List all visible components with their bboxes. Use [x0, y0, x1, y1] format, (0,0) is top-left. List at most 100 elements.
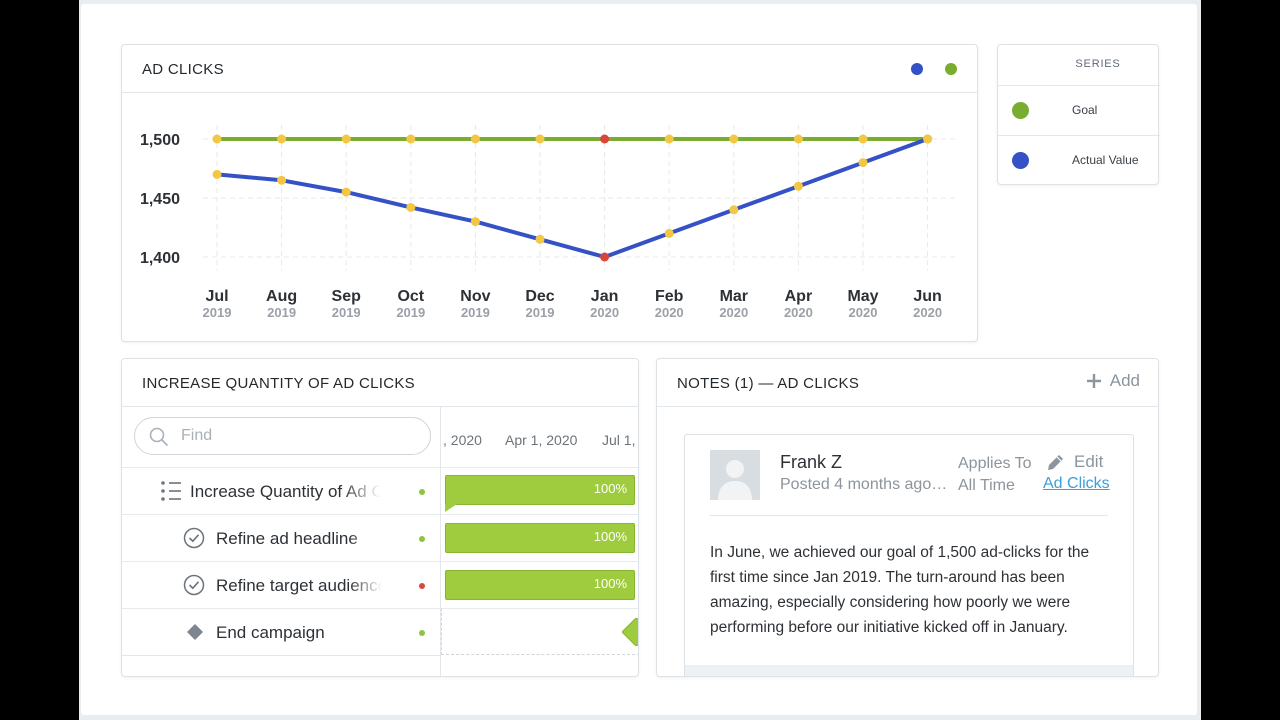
applies-to-value: All Time — [958, 477, 1015, 494]
milestone-marker[interactable] — [622, 618, 639, 646]
data-point-actual-value — [212, 169, 222, 179]
dashboard-page: AD CLICKS 1,500 1,450 1,400 Jul 2019 Aug 2019 S… — [81, 4, 1197, 715]
edit-note-button[interactable]: Edit — [1047, 452, 1103, 472]
bar-progress-label: 100% — [593, 529, 627, 544]
data-point-goal — [729, 134, 739, 144]
data-point-goal — [664, 134, 674, 144]
note-body-text: In June, we achieved our goal of 1,500 a… — [710, 544, 1090, 636]
data-point-actual-value — [793, 181, 803, 191]
series-item-actual-value[interactable]: Actual Value — [998, 135, 1160, 185]
task-progress-bar[interactable]: 100% — [445, 523, 635, 553]
check-circle-icon[interactable] — [183, 527, 205, 549]
x-tick-label: Feb — [655, 288, 684, 305]
metric-link[interactable]: Ad Clicks — [1043, 475, 1110, 492]
timeline-date-3: Jul 1, — [602, 432, 636, 448]
edit-label: Edit — [1074, 452, 1104, 471]
search-icon — [149, 427, 168, 446]
task-status-dot — [419, 583, 425, 589]
task-row-refine-audience[interactable]: Refine target audience — [122, 561, 440, 608]
series-goal-label: Goal — [1072, 103, 1098, 117]
data-point-actual-value — [406, 202, 416, 212]
x-tick-label: Jul — [205, 288, 228, 305]
series-actual-label: Actual Value — [1072, 153, 1139, 167]
task-name: Refine ad headline — [216, 529, 358, 548]
x-tick-year: 2020 — [849, 305, 878, 320]
note-item: Frank Z Posted 4 months ago… Applies To … — [684, 434, 1134, 676]
x-tick-label: Sep — [332, 288, 362, 305]
line-chart: 1,5001,4501,400Jul2019Aug2019Sep2019Oct2… — [140, 125, 958, 320]
task-row-end-campaign[interactable]: End campaign — [122, 608, 440, 655]
milestone-diamond-icon — [187, 624, 203, 640]
x-tick-year: 2020 — [784, 305, 813, 320]
applies-to-label: Applies To — [958, 455, 1032, 472]
notes-title: NOTES (1) — AD CLICKS — [677, 375, 860, 392]
gantt-title: INCREASE QUANTITY OF AD CLICKS — [142, 375, 415, 392]
x-tick-label: Mar — [720, 288, 748, 305]
legend-dot-actual[interactable] — [911, 63, 923, 75]
timeline-row — [441, 608, 639, 655]
chart-header-divider — [122, 92, 977, 93]
summary-progress-bar[interactable]: 100% — [445, 475, 635, 505]
x-tick-year: 2020 — [655, 305, 684, 320]
app-frame: AD CLICKS 1,500 1,450 1,400 Jul 2019 Aug 2019 S… — [79, 0, 1201, 720]
y-tick-label: 1,400 — [140, 250, 180, 267]
data-point-actual-value — [664, 228, 674, 238]
x-tick-year: 2019 — [396, 305, 425, 320]
data-point-goal — [535, 134, 545, 144]
data-point-actual-value — [600, 252, 610, 262]
find-input[interactable] — [181, 426, 421, 446]
data-point-goal — [277, 134, 287, 144]
note-footer — [685, 665, 1133, 676]
data-point-goal — [600, 134, 610, 144]
note-posted-time: Posted 4 months ago… — [780, 476, 948, 493]
x-tick-year: 2019 — [267, 305, 296, 320]
task-name: Increase Quantity of Ad Clicks — [190, 482, 380, 501]
timeline-row: 100% — [441, 561, 638, 608]
chart-title: AD CLICKS — [142, 61, 224, 78]
series-legend-card: SERIES Goal Actual Value — [997, 44, 1160, 185]
add-note-button[interactable]: Add — [1086, 371, 1140, 391]
gantt-header-divider — [122, 406, 638, 407]
task-status-dot — [419, 489, 425, 495]
data-point-actual-value — [923, 134, 933, 144]
timeline-row: 100% — [441, 514, 638, 561]
timeline-date-1: , 2020 — [443, 432, 482, 448]
task-progress-bar[interactable]: 100% — [445, 570, 635, 600]
x-tick-year: 2020 — [590, 305, 619, 320]
note-author: Frank Z — [780, 452, 843, 472]
user-placeholder-icon — [710, 450, 760, 500]
data-point-actual-value — [470, 217, 480, 227]
bar-progress-label: 100% — [593, 481, 627, 496]
timeline-row: 100% — [441, 467, 638, 514]
task-list-icon — [161, 481, 181, 501]
ad-clicks-chart-card: AD CLICKS 1,500 1,450 1,400 Jul 2019 Aug 2019 S… — [121, 44, 978, 342]
x-tick-year: 2019 — [526, 305, 555, 320]
find-search-box[interactable] — [134, 417, 431, 455]
series-line-actual-value — [216, 137, 929, 259]
x-tick-label: May — [847, 288, 878, 305]
add-note-label: Add — [1109, 371, 1140, 390]
task-row-increase-quantity[interactable]: Increase Quantity of Ad Clicks — [122, 467, 440, 514]
data-point-goal — [212, 134, 222, 144]
check-circle-icon[interactable] — [183, 574, 205, 596]
data-point-goal — [406, 134, 416, 144]
x-tick-label: Apr — [785, 288, 813, 305]
note-divider — [710, 515, 1108, 516]
series-item-goal[interactable]: Goal — [998, 85, 1160, 135]
y-tick-label: 1,450 — [140, 191, 180, 208]
x-tick-year: 2020 — [913, 305, 942, 320]
summary-bar-notch — [445, 504, 457, 512]
x-tick-label: Aug — [266, 288, 297, 305]
pencil-icon — [1048, 454, 1063, 470]
task-status-dot — [419, 630, 425, 636]
task-name: End campaign — [216, 623, 325, 642]
data-point-actual-value — [277, 175, 287, 185]
notes-card: NOTES (1) — AD CLICKS Add Frank Z — [656, 358, 1159, 677]
legend-dot-goal[interactable] — [945, 63, 957, 75]
series-goal-dot — [1012, 102, 1029, 119]
data-point-goal — [470, 134, 480, 144]
task-row-refine-headline[interactable]: Refine ad headline — [122, 514, 440, 561]
x-tick-label: Jan — [591, 288, 619, 305]
data-point-goal — [341, 134, 351, 144]
notes-header-divider — [657, 406, 1158, 407]
